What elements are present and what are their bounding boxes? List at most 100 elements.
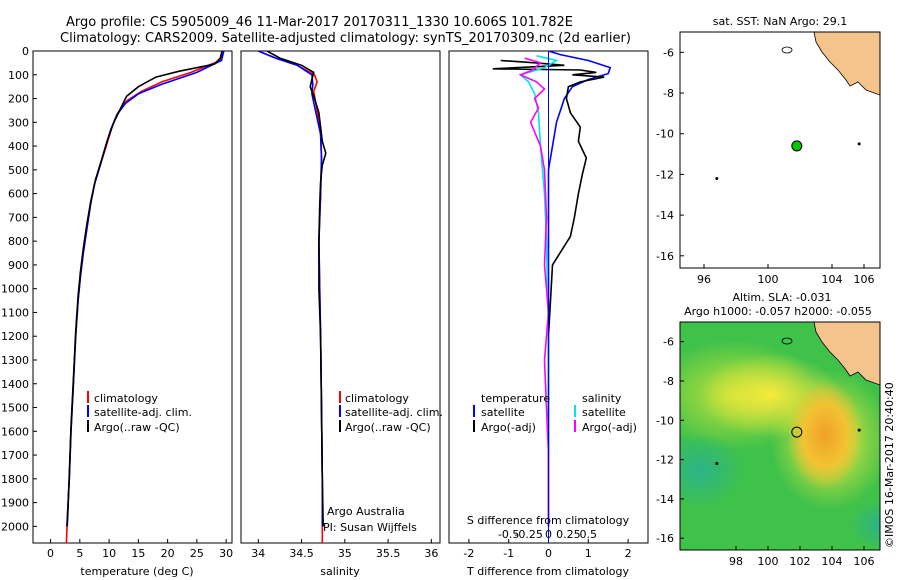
s-diff-tick-label: 0.25 xyxy=(556,528,581,541)
map-x-tick-label: 102 xyxy=(790,555,811,568)
sla-map-points xyxy=(715,426,861,466)
island-outline xyxy=(781,337,793,345)
land-java xyxy=(813,32,880,96)
salinity-difference-axis: -0.5-0.2500.250.5 xyxy=(498,528,597,541)
map-y-tick-label: -10 xyxy=(656,414,674,427)
depth-tick-label: 1300 xyxy=(1,354,29,367)
temperature-legend: climatology satellite-adj. clim. Argo(..… xyxy=(87,391,192,434)
depth-tick-label: 2000 xyxy=(1,520,29,533)
island-marker xyxy=(715,176,719,180)
sla-heatmap xyxy=(680,322,880,550)
sst-map-points xyxy=(715,140,861,180)
series-argo-raw-qc- xyxy=(266,51,327,527)
depth-tick-label: 1900 xyxy=(1,497,29,510)
depth-tick-label: 1600 xyxy=(1,425,29,438)
temperature-panel xyxy=(32,50,233,544)
argo-station-marker xyxy=(791,140,803,152)
x-tick-label: 15 xyxy=(131,547,145,560)
series-climatology xyxy=(257,51,324,543)
sst-map-axes: 96 100 104 106 -6 -8 -10 -12 -14 -16 xyxy=(656,46,874,286)
map-y-tick-label: -8 xyxy=(663,375,674,388)
s-diff-tick-label: -0.5 xyxy=(498,528,519,541)
s-diff-tick-label: -0.25 xyxy=(514,528,542,541)
x-tick-label: 25 xyxy=(190,547,204,560)
series-satellite-adj-clim- xyxy=(257,51,324,527)
map-x-tick-label: 100 xyxy=(758,555,779,568)
difference-legend: temperature satellite Argo(-adj) salinit… xyxy=(473,392,637,434)
salinity-legend: climatology satellite-adj. clim. Argo(..… xyxy=(339,391,443,434)
x-tick-label: -2 xyxy=(463,547,474,560)
depth-tick-label: 1200 xyxy=(1,330,29,343)
depth-tick-label: 1000 xyxy=(1,283,29,296)
temperature-series xyxy=(65,51,225,543)
temperature-x-axis: 0 5 10 15 20 25 30 xyxy=(47,539,233,560)
x-tick-label: 1 xyxy=(585,547,592,560)
sla-map-frame xyxy=(679,321,881,551)
map-x-tick-label: 98 xyxy=(729,555,743,568)
difference-series xyxy=(492,51,612,543)
x-tick-label: 34.5 xyxy=(289,547,314,560)
salinity-xlabel: salinity xyxy=(320,565,360,578)
sla-cyan-low-se xyxy=(850,500,880,550)
depth-tick-label: 1100 xyxy=(1,306,29,319)
depth-tick-label: 900 xyxy=(8,259,29,272)
map-y-tick-label: -14 xyxy=(656,493,674,506)
x-tick-label: 5 xyxy=(76,547,83,560)
legend-title-temperature: temperature xyxy=(481,392,550,405)
island-marker xyxy=(715,462,719,466)
difference-xlabel: T difference from climatology xyxy=(466,565,629,578)
depth-tick-label: 1500 xyxy=(1,402,29,415)
legend-label-satellite: satellite-adj. clim. xyxy=(345,406,443,419)
plot-title-line1: Argo profile: CS 5905009_46 11-Mar-2017 … xyxy=(66,15,573,30)
depth-tick-label: 600 xyxy=(8,188,29,201)
depth-tick-label: 0 xyxy=(22,45,29,58)
x-tick-label: 0 xyxy=(47,547,54,560)
legend-label-climatology: climatology xyxy=(94,392,158,405)
legend-label-argo: Argo(..raw -QC) xyxy=(345,421,431,434)
salinity-series xyxy=(257,51,327,543)
legend-label-sal-argo: Argo(-adj) xyxy=(582,421,637,434)
difference-top-label: S difference from climatology xyxy=(467,514,630,527)
map-y-tick-label: -16 xyxy=(656,250,674,263)
sst-map-content xyxy=(680,32,880,268)
map-y-tick-label: -6 xyxy=(663,336,674,349)
annotation-argo-australia: Argo Australia xyxy=(327,505,405,518)
legend-label-sal-satellite: satellite xyxy=(582,406,626,419)
x-tick-label: -1 xyxy=(503,547,514,560)
map-x-tick-label: 104 xyxy=(822,555,843,568)
sla-map-subtitle: Argo h1000: -0.057 h2000: -0.055 xyxy=(684,305,872,318)
map-y-tick-label: -12 xyxy=(656,168,674,181)
map-y-tick-label: -12 xyxy=(656,454,674,467)
sst-map-frame xyxy=(679,31,881,269)
sla-map-title: Altim. SLA: -0.031 xyxy=(732,291,831,304)
sla-orange-core xyxy=(787,380,863,490)
island-marker xyxy=(857,142,861,146)
x-tick-label: 36 xyxy=(424,547,438,560)
map-x-tick-label: 100 xyxy=(758,273,779,286)
imos-credit: ©IMOS 16-Mar-2017 20:40:40 xyxy=(883,382,896,548)
depth-tick-label: 800 xyxy=(8,235,29,248)
x-tick-label: 10 xyxy=(102,547,116,560)
map-y-tick-label: -14 xyxy=(656,209,674,222)
series-argo-raw-qc- xyxy=(66,51,223,527)
sst-map-title: sat. SST: NaN Argo: 29.1 xyxy=(713,15,847,28)
x-tick-label: 0 xyxy=(545,547,552,560)
map-y-tick-label: -6 xyxy=(663,46,674,59)
island-marker xyxy=(857,428,861,432)
legend-label-temp-argo: Argo(-adj) xyxy=(481,421,536,434)
legend-label-satellite: satellite-adj. clim. xyxy=(94,406,192,419)
map-x-tick-label: 106 xyxy=(854,555,875,568)
difference-x-axis: -2 -1 0 1 2 xyxy=(463,539,632,560)
depth-tick-label: 300 xyxy=(8,116,29,129)
legend-label-climatology: climatology xyxy=(345,392,409,405)
depth-tick-label: 1800 xyxy=(1,473,29,486)
depth-tick-label: 500 xyxy=(8,164,29,177)
x-tick-label: 34 xyxy=(251,547,265,560)
temperature-xlabel: temperature (deg C) xyxy=(80,565,193,578)
argo-station-marker xyxy=(791,426,803,438)
map-y-tick-label: -8 xyxy=(663,87,674,100)
depth-tick-label: 200 xyxy=(8,93,29,106)
salinity-x-axis: 34 34.5 35 35.5 36 xyxy=(251,539,438,560)
island-outline xyxy=(781,46,793,54)
